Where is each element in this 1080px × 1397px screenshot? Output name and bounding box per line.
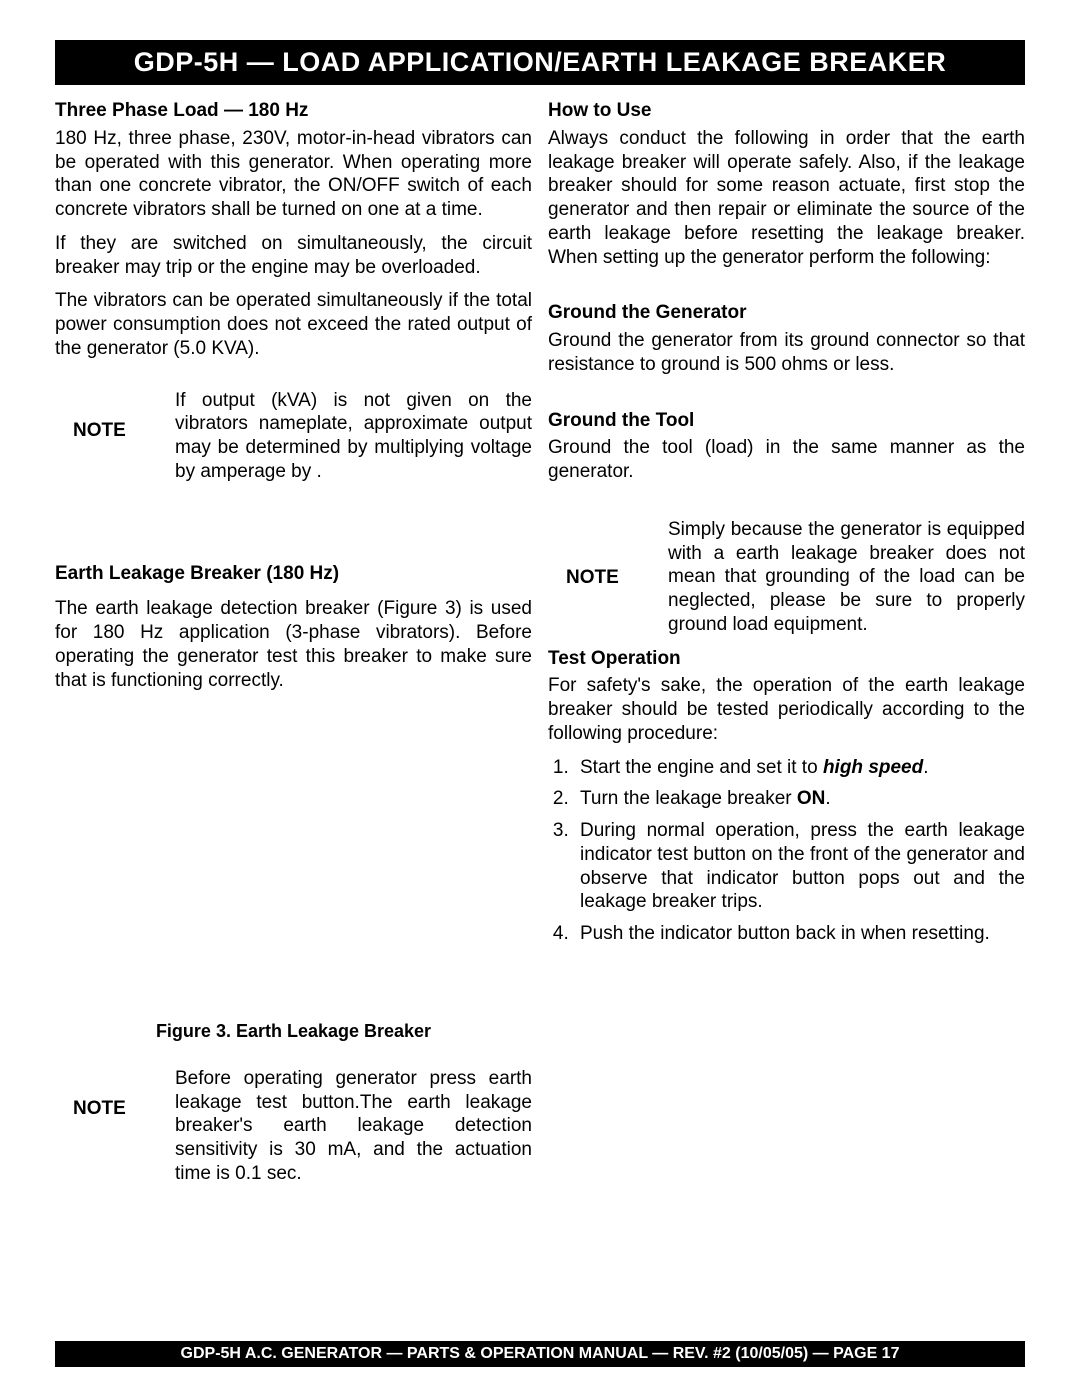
right-para-2: Ground the generator from its ground con… xyxy=(548,329,1025,377)
text: . xyxy=(923,757,928,778)
right-para-1: Always conduct the following in order th… xyxy=(548,127,1025,270)
text: . xyxy=(825,788,830,809)
left-heading-2: Earth Leakage Breaker (180 Hz) xyxy=(55,562,532,586)
spacer xyxy=(548,387,1025,409)
right-heading-2: Ground the Generator xyxy=(548,301,1025,325)
note-text: If output (kVA) is not given on the vibr… xyxy=(175,389,532,484)
spacer xyxy=(548,279,1025,301)
procedure-list: Start the engine and set it to high spee… xyxy=(574,756,1025,954)
note-label: NOTE xyxy=(55,389,175,443)
procedure-step-3: During normal operation, press the earth… xyxy=(574,819,1025,914)
right-para-4: For safety's sake, the operation of the … xyxy=(548,674,1025,745)
right-note: NOTE Simply because the generator is equ… xyxy=(548,518,1025,637)
note-text: Before operating generator press earth l… xyxy=(175,1067,532,1186)
left-para-2: If they are switched on simultaneously, … xyxy=(55,232,532,280)
right-heading-1: How to Use xyxy=(548,99,1025,123)
note-label: NOTE xyxy=(55,1067,175,1121)
procedure-step-1: Start the engine and set it to high spee… xyxy=(574,756,1025,780)
text-bold: ON xyxy=(797,788,826,809)
left-column: Three Phase Load — 180 Hz 180 Hz, three … xyxy=(55,99,532,1321)
note-label: NOTE xyxy=(548,518,668,590)
left-para-1: 180 Hz, three phase, 230V, motor-in-head… xyxy=(55,127,532,222)
procedure-step-2: Turn the leakage breaker ON. xyxy=(574,787,1025,811)
page-footer-bar: GDP-5H A.C. GENERATOR — PARTS & OPERATIO… xyxy=(55,1341,1025,1367)
text: Turn the leakage breaker xyxy=(580,788,797,809)
text-emphasis: high speed xyxy=(823,757,923,778)
content-columns: Three Phase Load — 180 Hz 180 Hz, three … xyxy=(55,99,1025,1321)
left-note-2: NOTE Before operating generator press ea… xyxy=(55,1067,532,1186)
figure-caption: Figure 3. Earth Leakage Breaker xyxy=(55,1020,532,1043)
figure-placeholder xyxy=(55,702,532,1012)
right-heading-3: Ground the Tool xyxy=(548,409,1025,433)
spacer xyxy=(55,589,532,597)
text: Start the engine and set it to xyxy=(580,757,823,778)
note-text: Simply because the generator is equipped… xyxy=(668,518,1025,637)
left-heading-1: Three Phase Load — 180 Hz xyxy=(55,99,532,123)
spacer xyxy=(55,502,532,562)
right-column: How to Use Always conduct the following … xyxy=(548,99,1025,1321)
procedure-step-4: Push the indicator button back in when r… xyxy=(574,922,1025,946)
left-para-3: The vibrators can be operated simultaneo… xyxy=(55,289,532,360)
right-heading-4: Test Operation xyxy=(548,647,1025,671)
left-note-1: NOTE If output (kVA) is not given on the… xyxy=(55,389,532,484)
right-para-3: Ground the tool (load) in the same manne… xyxy=(548,436,1025,484)
page-title-bar: GDP-5H — LOAD APPLICATION/EARTH LEAKAGE … xyxy=(55,40,1025,85)
left-para-4: The earth leakage detection breaker (Fig… xyxy=(55,597,532,692)
